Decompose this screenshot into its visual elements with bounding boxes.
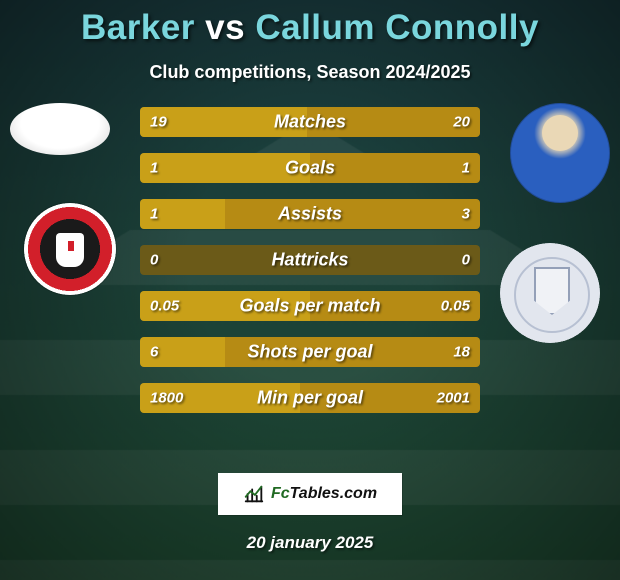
stat-fill-left — [140, 383, 300, 413]
stat-value-right: 0 — [462, 252, 470, 269]
stat-row: 1800Min per goal2001 — [140, 383, 480, 413]
stat-row: 0Hattricks0 — [140, 245, 480, 275]
player1-avatar — [10, 103, 110, 155]
stat-fill-right — [310, 291, 480, 321]
subtitle: Club competitions, Season 2024/2025 — [0, 62, 620, 83]
stat-fill-right — [300, 383, 480, 413]
stat-fill-left — [140, 337, 225, 367]
stat-value-left: 0 — [150, 252, 158, 269]
stat-row: 1Goals1 — [140, 153, 480, 183]
stat-fill-right — [307, 107, 480, 137]
player1-club-crest — [24, 203, 116, 295]
comparison-area: 19Matches201Goals11Assists30Hattricks00.… — [0, 115, 620, 445]
fctables-logo: FcTables.com — [218, 473, 402, 515]
stat-fill-left — [140, 291, 310, 321]
stat-fill-right — [225, 337, 480, 367]
logo-fc: Fc — [271, 485, 290, 502]
stat-fill-left — [140, 153, 310, 183]
stat-row: 6Shots per goal18 — [140, 337, 480, 367]
title-player2: Callum Connolly — [255, 8, 539, 47]
stat-fill-right — [310, 153, 480, 183]
title: Barker vs Callum Connolly — [0, 8, 620, 48]
card: Barker vs Callum Connolly Club competiti… — [0, 0, 620, 580]
logo-text: FcTables.com — [271, 485, 377, 503]
stat-fill-right — [225, 199, 480, 229]
title-player1: Barker — [81, 8, 195, 47]
stat-label: Hattricks — [140, 250, 480, 271]
logo-rest: Tables.com — [290, 485, 377, 502]
stat-fill-left — [140, 199, 225, 229]
stat-row: 0.05Goals per match0.05 — [140, 291, 480, 321]
date: 20 january 2025 — [0, 533, 620, 553]
title-vs: vs — [205, 8, 245, 47]
stat-bars: 19Matches20 1Goals1 1Assists3 0Hattricks0 0.… — [140, 107, 480, 429]
chart-icon — [243, 483, 265, 505]
stat-row: 19Matches20 — [140, 107, 480, 137]
player2-avatar — [510, 103, 610, 203]
stat-fill-left — [140, 107, 307, 137]
stat-row: 1Assists3 — [140, 199, 480, 229]
player2-club-crest — [500, 243, 600, 343]
